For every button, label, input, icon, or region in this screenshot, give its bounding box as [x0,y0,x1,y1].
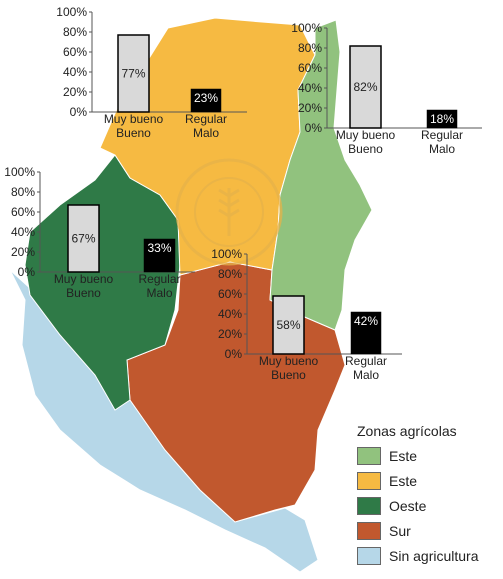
bar-value-label: 58% [276,318,300,332]
y-tick-label: 0% [70,105,88,119]
bar-value-label: 33% [147,241,171,255]
legend-label: Este [389,473,418,489]
legend-swatch [357,447,381,465]
y-tick-label: 20% [298,101,322,115]
legend-item: Sur [357,520,503,542]
x-category-label: Regular Malo [138,272,180,300]
y-tick-label: 40% [11,225,35,239]
y-tick-label: 40% [218,307,242,321]
bar-value-label: 23% [194,91,218,105]
legend-item: Oeste [357,495,503,517]
bar-muy-bueno [272,295,305,355]
legend-items: Este Este Oeste Sur Sin agricultura [357,445,503,567]
legend-label: Sin agricultura [389,548,479,564]
y-tick-label: 40% [298,81,322,95]
legend-item: Este [357,470,503,492]
legend-swatch [357,497,381,515]
legend: Zonas agrícolas Este Este Oeste Sur Sin agri… [357,423,503,570]
y-tick-label: 60% [218,287,242,301]
x-category-label: Muy bueno Bueno [336,128,396,156]
chart-2: 0% 20% 40% 60% 80% 100% 82% Muy bueno Bueno 18% Re… [291,21,482,156]
legend-item: Este [357,445,503,467]
y-tick-label: 0% [305,121,323,135]
y-tick-label: 80% [63,25,87,39]
bolsa-cereales-seal [175,158,283,266]
bar-value-label: 18% [430,112,454,126]
y-tick-label: 60% [298,61,322,75]
bar-muy-bueno [349,45,382,129]
region-este-green [269,19,373,331]
legend-label: Este [389,448,418,464]
bar-regular [190,88,222,113]
chart-3: 0% 20% 40% 60% 80% 100% 67% Muy bueno Bueno 33% Re… [4,165,195,300]
y-tick-label: 100% [4,165,35,179]
y-tick-label: 80% [218,267,242,281]
legend-swatch [357,522,381,540]
y-tick-label: 0% [18,265,36,279]
bar-value-label: 82% [353,80,377,94]
x-category-label: Muy bueno Bueno [54,272,114,300]
y-tick-label: 100% [291,21,322,35]
y-tick-label: 80% [11,185,35,199]
x-category-label: Regular Malo [345,354,387,382]
y-tick-label: 20% [63,85,87,99]
region-oeste [24,154,181,411]
charts-layer: 0% 20% 40% 60% 80% 100% 77% Muy bueno Bueno 23% Re… [4,5,482,382]
y-tick-label: 100% [56,5,87,19]
y-tick-label: 60% [63,45,87,59]
chart-4: 0% 20% 40% 60% 80% 100% 58% Muy bueno Bueno 42% Re… [211,247,402,382]
bar-regular [426,109,458,129]
y-tick-label: 80% [298,41,322,55]
y-tick-label: 40% [63,65,87,79]
bar-value-label: 42% [354,314,378,328]
legend-title: Zonas agrícolas [357,423,457,439]
bar-value-label: 67% [71,232,95,246]
y-tick-label: 60% [11,205,35,219]
legend-label: Oeste [389,498,427,514]
x-category-label: Muy bueno Bueno [104,112,164,140]
bar-regular [350,311,382,355]
bar-value-label: 77% [121,67,145,81]
chart-1: 0% 20% 40% 60% 80% 100% 77% Muy bueno Bueno 23% Re… [56,5,247,140]
legend-swatch [357,547,381,565]
x-category-label: Regular Malo [185,112,227,140]
y-tick-label: 20% [11,245,35,259]
x-category-label: Muy bueno Bueno [259,354,319,382]
legend-label: Sur [389,523,411,539]
bar-muy-bueno [117,34,150,113]
legend-swatch [357,472,381,490]
y-tick-label: 0% [225,347,243,361]
bar-muy-bueno [67,204,100,273]
y-tick-label: 20% [218,327,242,341]
x-category-label: Regular Malo [421,128,463,156]
legend-item: Sin agricultura [357,545,503,567]
bar-regular [143,238,176,273]
y-tick-label: 100% [211,247,242,261]
